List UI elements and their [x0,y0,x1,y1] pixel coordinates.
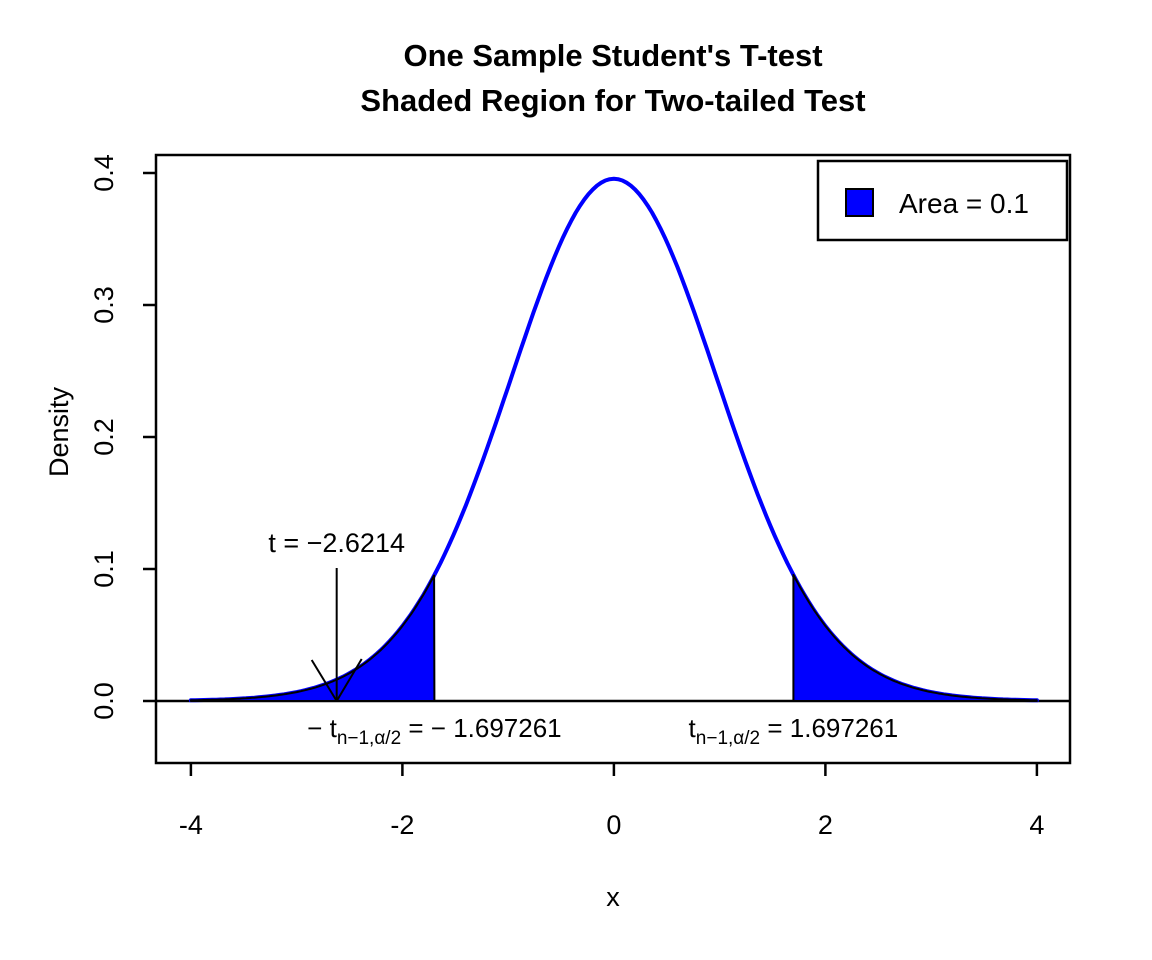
y-axis-tick-label: 0.2 [89,418,119,456]
arrow-wing-left [310,659,338,702]
shaded-left-tail [189,574,436,702]
x-axis-tick-label: 4 [1029,810,1044,840]
critical-value-label-left: − tn−1,α/2 = − 1.697261 [307,713,561,749]
chart-title-line2: Shaded Region for Two-tailed Test [360,83,865,118]
legend: Area = 0.1 [816,159,1069,242]
x-axis-tick-label: -2 [390,810,414,840]
x-axis-tick-label: 2 [818,810,833,840]
plot-box [154,153,1072,765]
legend-label: Area = 0.1 [899,188,1029,219]
y-axis-tick-label: 0.4 [89,154,119,192]
t-statistic-arrow [310,568,363,702]
legend-swatch [845,188,874,217]
chart-title-line1: One Sample Student's T-test [403,38,822,73]
shaded-right-tail [792,573,1038,702]
critical-value-label-right: tn−1,α/2 = 1.697261 [689,713,899,749]
y-axis-title: Density [44,386,74,477]
y-axis-tick-label: 0.0 [89,682,119,720]
x-axis-tick-label: 0 [606,810,621,840]
arrow-wing-right [335,658,363,702]
t-statistic-label: t = −2.6214 [268,528,405,558]
x-axis-tick-label: -4 [179,810,203,840]
y-axis-tick-label: 0.3 [89,286,119,324]
y-axis-tick-label: 0.1 [89,550,119,588]
x-axis-title: x [606,882,620,912]
